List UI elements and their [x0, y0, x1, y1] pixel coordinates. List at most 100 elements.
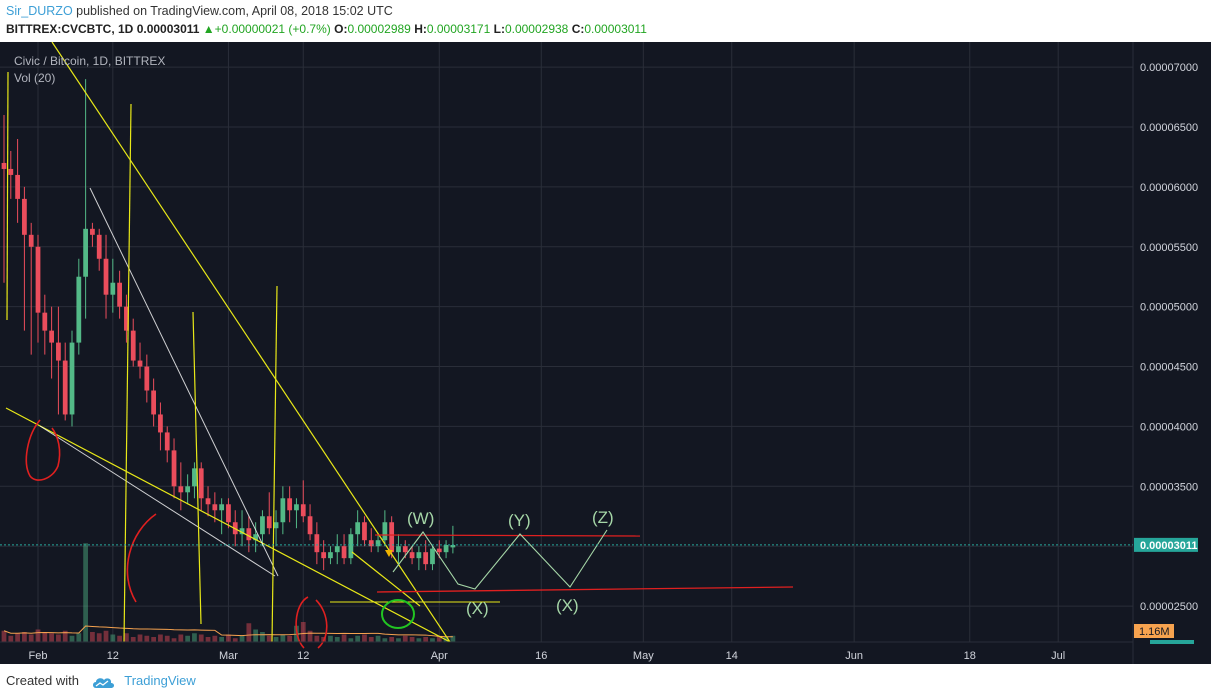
x-tick-label: 16	[535, 650, 547, 662]
candle-body	[436, 548, 442, 553]
tradingview-link[interactable]: TradingView	[124, 673, 196, 688]
candle-body	[130, 330, 136, 361]
volume-bar	[450, 635, 456, 642]
candle	[314, 522, 320, 565]
volume-bar	[362, 634, 367, 642]
volume-bar	[28, 634, 34, 642]
volume-bar	[144, 635, 150, 642]
red-arc-mark	[295, 596, 328, 649]
candle	[96, 228, 102, 271]
open-value: 0.00002989	[347, 22, 411, 36]
close-value: 0.00003011	[584, 22, 647, 36]
candle	[294, 498, 299, 529]
candle	[226, 498, 231, 529]
resistance-line	[374, 534, 641, 537]
volume-bar	[246, 623, 252, 642]
volume-bar	[212, 635, 218, 642]
drawings	[5, 42, 794, 649]
author-link[interactable]: Sir_DURZO	[6, 4, 73, 18]
candle-body	[402, 546, 408, 553]
legend: Civic / Bitcoin, 1D, BITTREX Vol (20)	[14, 54, 165, 85]
tradingview-cloud-icon	[92, 677, 114, 688]
volume-bar	[90, 632, 95, 642]
volume-bar	[178, 634, 184, 642]
candle	[35, 234, 41, 343]
marker-triangle-icon	[385, 550, 393, 557]
candle-body	[124, 306, 129, 331]
candle	[287, 486, 293, 523]
x-tick-label: Jun	[845, 650, 863, 662]
yellow-stroke	[351, 551, 421, 607]
candle	[76, 258, 82, 355]
red-circle-mark	[25, 419, 61, 481]
green-circle-mark	[381, 599, 415, 629]
volume-bar	[355, 635, 361, 642]
candle-body	[389, 522, 395, 553]
candle	[117, 270, 123, 319]
candle	[348, 528, 354, 565]
candle-body	[266, 516, 272, 529]
volume-bar	[368, 637, 374, 642]
candle-body	[355, 522, 361, 535]
time-axis[interactable]: Feb 12 Mar 12 Apr 16 May 14 Jun 18 Jul	[29, 650, 1066, 662]
volume-bar	[96, 633, 102, 642]
candle-body	[1, 162, 7, 169]
candle	[22, 186, 27, 331]
candle	[450, 525, 456, 554]
volume-bar	[416, 638, 422, 642]
volume-bar	[436, 635, 442, 642]
candle-body	[430, 548, 435, 565]
x-tick-label: Jul	[1051, 650, 1065, 662]
volume-bar	[341, 634, 347, 642]
volume-bar	[151, 637, 157, 642]
yellow-stroke	[271, 285, 278, 643]
y-tick-label: 0.00004500	[1140, 362, 1198, 374]
last-price-tag-label: 0.00003011	[1140, 540, 1198, 552]
candle-body	[164, 432, 170, 451]
volume-bar	[8, 635, 14, 642]
candle	[151, 378, 157, 427]
volume-bar	[110, 634, 116, 642]
candle	[396, 534, 401, 565]
wave-label-z: (Z)	[592, 508, 614, 527]
candle	[171, 438, 177, 499]
candle-body	[307, 516, 313, 535]
volume-bar	[15, 633, 20, 642]
y-tick-label: 0.00005000	[1140, 302, 1198, 314]
candle	[1, 115, 7, 283]
volume-tag-bg	[1134, 624, 1174, 638]
candle-body	[62, 360, 68, 415]
volume-bar	[117, 635, 123, 642]
candle-body	[382, 522, 388, 541]
candle	[69, 330, 75, 427]
candle	[416, 546, 422, 571]
volume-bar	[35, 629, 41, 642]
volume-bar	[226, 634, 231, 642]
footer: Created with TradingView	[6, 673, 196, 689]
candle	[266, 492, 272, 535]
price-axis[interactable]: 0.00007000 0.00006500 0.00006000 0.00005500…	[1140, 62, 1198, 613]
candle-body	[416, 552, 422, 559]
candle	[436, 540, 442, 559]
trendline-upper	[51, 42, 451, 643]
candle-body	[396, 546, 401, 553]
candle-body	[192, 468, 197, 487]
volume-bar	[402, 635, 408, 642]
candle-body	[348, 534, 354, 559]
candle-body	[42, 312, 48, 331]
volume-bar	[396, 638, 401, 642]
candle-body	[409, 552, 415, 559]
candle	[328, 546, 333, 565]
candle-body	[185, 486, 191, 493]
volume-legend: Vol (20)	[14, 71, 55, 85]
candle-body	[137, 360, 143, 367]
volume-bar	[314, 635, 320, 642]
price-chart[interactable]: (W) (Y) (Z) (X) (X) Civic / Bitcoin, 1D,…	[0, 42, 1211, 664]
candle	[15, 139, 20, 223]
candle-body	[35, 246, 41, 313]
yellow-stroke	[192, 311, 202, 625]
volume-bar	[348, 638, 354, 642]
volume-bar	[287, 635, 293, 642]
last-price-tag-bg	[1134, 537, 1198, 552]
candle	[253, 522, 259, 553]
